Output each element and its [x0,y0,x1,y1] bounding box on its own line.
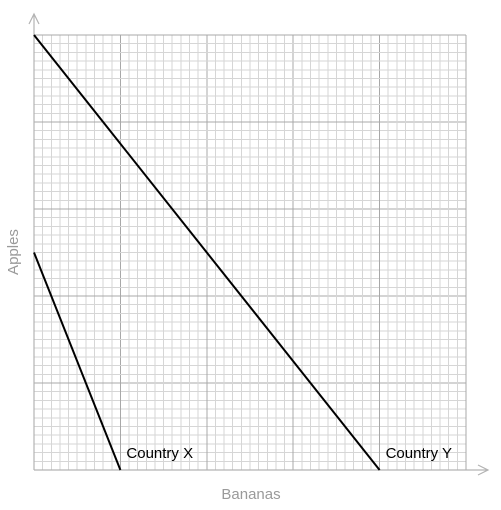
axes [28,12,490,476]
series-labels: Country X Country Y [126,445,452,462]
country-x-label: Country X [126,445,193,462]
country-y-label: Country Y [386,445,452,462]
country-y-line [33,34,381,471]
y-axis-arrow [28,12,40,25]
x-axis-arrow [477,464,490,476]
y-axis-title: Apples [5,229,22,275]
series-lines [33,34,381,471]
country-x-line [33,252,122,471]
x-axis-title: Bananas [221,486,280,503]
grid [33,34,467,471]
